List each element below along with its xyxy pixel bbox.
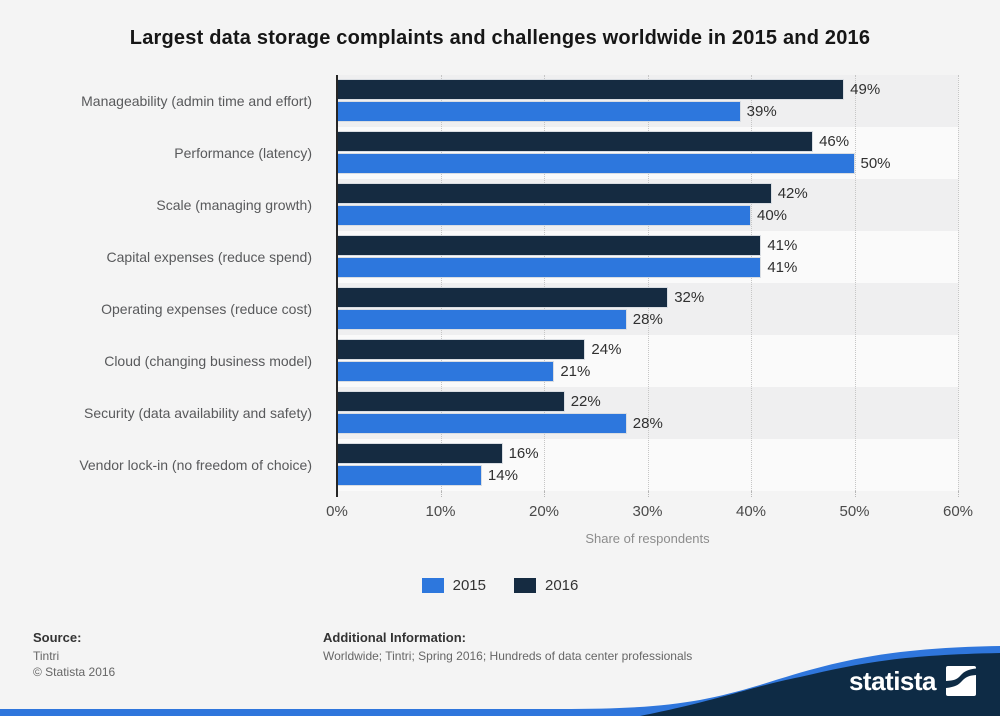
additional-info-label: Additional Information: [323, 630, 466, 645]
additional-info-value: Worldwide; Tintri; Spring 2016; Hundreds… [323, 649, 693, 663]
wave-navy-shape [640, 653, 1000, 716]
legend-label-2016: 2016 [545, 577, 579, 594]
value-label-2015: 50% [860, 155, 891, 172]
tick-mark [544, 491, 545, 497]
value-label-2015: 39% [746, 103, 777, 120]
chart-title: Largest data storage complaints and chal… [129, 27, 871, 49]
value-label-2016: 24% [591, 341, 622, 358]
category-label: Operating expenses (reduce cost) [101, 301, 312, 317]
tick-mark [751, 491, 752, 497]
category-row: Cloud (changing business model) 24% 21% [0, 335, 958, 387]
value-label-2015: 21% [560, 363, 591, 380]
category-label: Performance (latency) [174, 145, 312, 161]
legend-swatch-2015 [421, 578, 444, 593]
bar-2016 [337, 443, 503, 464]
statista-logo: statista [849, 666, 976, 696]
bar-2016 [337, 287, 669, 308]
bar-2015 [337, 413, 627, 434]
legend-item-2016: 2016 [514, 577, 578, 594]
x-axis-tick-label: 60% [942, 503, 974, 520]
category-label: Cloud (changing business model) [104, 353, 312, 369]
legend-swatch-2016 [514, 578, 536, 593]
x-axis-title: Share of respondents [585, 531, 710, 546]
bar-2015 [337, 361, 555, 382]
x-axis-tick-marks [337, 491, 959, 497]
category-band: 46% 50% [337, 127, 958, 179]
value-label-2015: 40% [756, 207, 788, 224]
tick-mark [854, 491, 856, 497]
x-axis-tick-labels: 0% 10% 20% 30% 40% 50% 60% [326, 503, 973, 521]
category-band: 16% 14% [337, 439, 958, 491]
category-band: 42% 40% [337, 179, 958, 231]
legend-label-2015: 2015 [452, 577, 486, 594]
bar-2015 [337, 205, 751, 226]
tick-mark [440, 491, 442, 497]
value-label-2016: 32% [674, 289, 705, 306]
category-band: 24% 21% [337, 335, 958, 387]
category-label: Vendor lock-in (no freedom of choice) [79, 457, 312, 473]
value-label-2016: 46% [819, 133, 850, 150]
x-axis-tick-label: 20% [528, 503, 560, 520]
value-label-2016: 41% [767, 237, 798, 254]
statista-wave [0, 646, 1000, 716]
category-band: 49% 39% [337, 75, 958, 127]
value-label-2016: 16% [508, 445, 539, 462]
x-axis-tick-label: 30% [632, 503, 663, 520]
statista-logo-icon [946, 666, 976, 696]
footer-source: Source: Tintri © Statista 2016 [33, 630, 115, 680]
category-row: Manageability (admin time and effort) 49%… [0, 75, 958, 127]
value-label-2016: 49% [850, 81, 881, 98]
x-axis-tick-label: 10% [425, 503, 456, 520]
value-label-2015: 28% [632, 311, 663, 328]
x-axis-tick-label: 40% [735, 503, 767, 520]
category-row: Security (data availability and safety) 2… [0, 387, 958, 439]
value-label-2016: 22% [570, 393, 601, 410]
statista-logo-text: statista [848, 666, 937, 696]
footer-additional-info: Additional Information: Worldwide; Tintr… [323, 630, 692, 664]
value-label-2015: 14% [487, 467, 518, 484]
source-value: Tintri [33, 649, 60, 663]
legend-item-2015: 2015 [421, 577, 486, 594]
legend: 2015 2016 [0, 577, 1000, 594]
copyright: © Statista 2016 [33, 665, 116, 679]
bar-2016 [337, 79, 845, 100]
category-label: Scale (managing growth) [156, 197, 312, 213]
bar-2016 [337, 235, 762, 256]
source-label: Source: [33, 630, 82, 645]
bar-2015 [337, 465, 482, 486]
category-band: 22% 28% [337, 387, 958, 439]
tick-mark [647, 491, 649, 497]
bar-2015 [337, 153, 855, 174]
plot-rows: Manageability (admin time and effort) 49%… [0, 75, 958, 491]
category-row: Capital expenses (reduce spend) 41% 41% [0, 231, 958, 283]
x-axis-tick-label: 50% [839, 503, 870, 520]
x-axis-tick-label: 0% [326, 503, 348, 520]
gridline [958, 75, 959, 491]
category-label: Capital expenses (reduce spend) [106, 249, 312, 265]
y-axis-line [336, 75, 338, 497]
tick-mark [958, 491, 959, 497]
category-band: 41% 41% [337, 231, 958, 283]
category-label: Security (data availability and safety) [84, 405, 312, 421]
bar-2015 [337, 101, 741, 122]
value-label-2015: 28% [632, 415, 663, 432]
bar-2016 [337, 391, 565, 412]
bar-2015 [337, 309, 627, 330]
category-band: 32% 28% [337, 283, 958, 335]
bar-2015 [337, 257, 762, 278]
category-row: Operating expenses (reduce cost) 32% 28% [0, 283, 958, 335]
value-label-2015: 41% [767, 259, 798, 276]
category-row: Performance (latency) 46% 50% [0, 127, 958, 179]
category-row: Scale (managing growth) 42% 40% [0, 179, 958, 231]
category-label: Manageability (admin time and effort) [81, 93, 312, 109]
bar-2016 [337, 131, 814, 152]
bar-2016 [337, 183, 772, 204]
bar-2016 [337, 339, 586, 360]
value-label-2016: 42% [777, 185, 808, 202]
category-row: Vendor lock-in (no freedom of choice) 16%… [0, 439, 958, 491]
